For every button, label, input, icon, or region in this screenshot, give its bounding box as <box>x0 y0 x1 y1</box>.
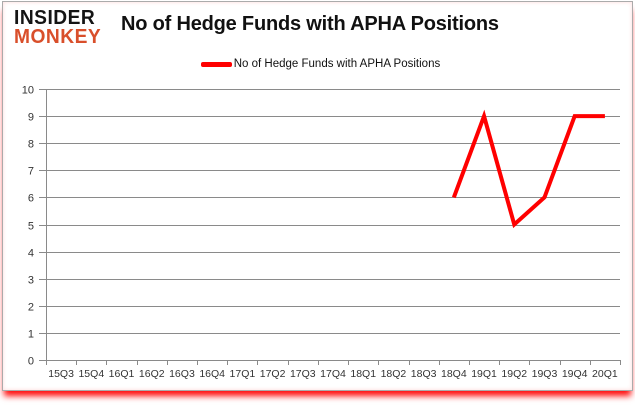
x-axis-tick-label: 18Q1 <box>350 368 376 380</box>
y-axis-tick-label: 4 <box>28 248 34 260</box>
legend: No of Hedge Funds with APHA Positions <box>3 58 635 70</box>
x-axis-tick-label: 16Q4 <box>199 368 225 380</box>
grid-group <box>39 89 621 365</box>
x-axis-tick-label: 17Q1 <box>230 368 256 380</box>
x-axis-tick-label: 19Q2 <box>501 368 527 380</box>
y-axis-tick-label: 3 <box>28 275 34 287</box>
chart-panel: INSIDER MONKEY No of Hedge Funds with AP… <box>2 1 633 391</box>
y-axis-tick-label: 10 <box>22 85 34 97</box>
x-axis-tick-label: 18Q3 <box>411 368 437 380</box>
x-axis-tick-label: 18Q4 <box>441 368 467 380</box>
legend-label: No of Hedge Funds with APHA Positions <box>233 58 441 70</box>
x-axis-tick-label: 17Q3 <box>290 368 316 380</box>
logo-text-monkey: MONKEY <box>14 26 102 48</box>
x-axis-tick-label: 15Q4 <box>78 368 104 380</box>
x-axis-tick-label: 19Q1 <box>471 368 497 380</box>
x-axis-tick-label: 17Q4 <box>320 368 346 380</box>
chart-canvas: 0 1 2 3 4 5 6 7 8 9 10 15Q3 15Q4 16Q1 16Q2 16Q3 16Q4 17Q1… <box>22 85 621 380</box>
y-axis-tick-label: 9 <box>28 112 34 124</box>
y-axis-tick-label: 8 <box>28 139 34 151</box>
y-axis-tick-label: 2 <box>28 302 34 314</box>
x-axis-tick-label: 17Q2 <box>260 368 286 380</box>
logo-text-insider: INSIDER <box>14 7 96 29</box>
x-axis-tick-label: 16Q1 <box>109 368 135 380</box>
y-axis-tick-label: 5 <box>28 221 34 233</box>
series-line <box>451 109 605 229</box>
x-axis-tick-label: 20Q1 <box>592 368 618 380</box>
y-axis-tick-label: 7 <box>28 166 34 178</box>
x-axis-tick-label: 19Q3 <box>532 368 558 380</box>
y-axis-tick-label: 6 <box>28 193 34 205</box>
insider-monkey-logo: INSIDER MONKEY <box>14 7 102 48</box>
x-axis-tick-label: 16Q3 <box>169 368 195 380</box>
x-axis-tick-label: 16Q2 <box>139 368 165 380</box>
chart-title: No of Hedge Funds with APHA Positions <box>121 13 499 35</box>
y-axis-tick-label: 1 <box>28 329 34 341</box>
y-axis-tick-label: 0 <box>28 356 34 368</box>
x-axis-tick-label: 19Q4 <box>562 368 588 380</box>
x-axis-tick-label: 18Q2 <box>381 368 407 380</box>
legend-line-swatch <box>200 61 232 67</box>
x-axis-tick-label: 15Q3 <box>48 368 74 380</box>
